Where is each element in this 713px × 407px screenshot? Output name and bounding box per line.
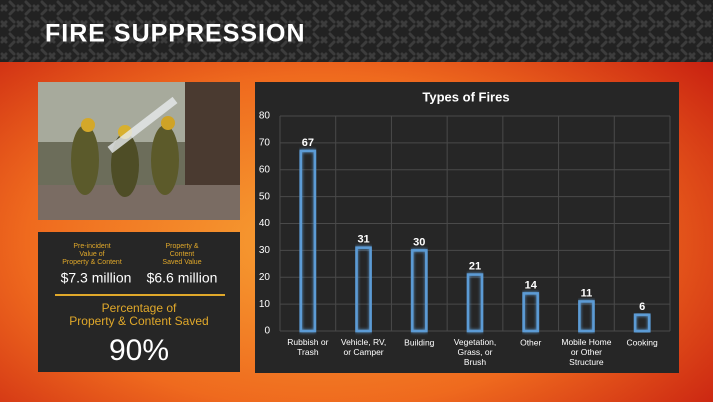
x-tick-label: Rubbish or Trash <box>287 337 328 357</box>
header-band <box>0 0 713 62</box>
y-tick-label: 30 <box>259 245 271 256</box>
y-tick-label: 20 <box>259 272 271 283</box>
y-tick-label: 0 <box>264 326 270 337</box>
bar <box>411 249 428 333</box>
data-label: 21 <box>469 260 481 272</box>
y-tick-label: 70 <box>259 138 271 149</box>
stat-label: Property & Content Saved Value <box>162 243 201 266</box>
y-tick-label: 60 <box>259 164 271 175</box>
data-label: 30 <box>413 236 425 248</box>
bar <box>578 300 595 333</box>
y-tick-label: 10 <box>259 299 271 310</box>
stat-label: Pre-incident Value of Property & Content <box>62 243 122 266</box>
bar <box>355 246 372 333</box>
bar <box>466 273 484 333</box>
x-tick-label: Cooking <box>627 337 658 347</box>
stat-value: $6.6 million <box>147 270 218 286</box>
percent-value: 90% <box>109 334 169 367</box>
x-tick-label: Vegetation, Grass, or Brush <box>454 337 497 367</box>
stats-panel <box>38 232 240 372</box>
x-tick-label: Mobile Home or Other Structure <box>561 337 611 367</box>
bar <box>522 292 539 333</box>
photo <box>38 82 240 220</box>
data-label: 6 <box>639 301 645 313</box>
x-tick-label: Building <box>404 337 435 347</box>
bar <box>633 313 651 333</box>
data-label: 11 <box>581 287 593 299</box>
percent-label: Percentage of Property & Content Saved <box>69 301 208 328</box>
y-tick-label: 40 <box>259 218 271 229</box>
bar <box>299 149 317 333</box>
y-tick-label: 50 <box>259 191 271 202</box>
chart-title: Types of Fires <box>422 89 509 104</box>
stat-value: $7.3 million <box>61 270 132 286</box>
y-tick-label: 80 <box>259 111 271 122</box>
slide-title: FIRE SUPPRESSION <box>45 20 306 48</box>
data-label: 67 <box>302 137 314 149</box>
x-tick-label: Other <box>520 337 541 347</box>
x-tick-label: Vehicle, RV, or Camper <box>341 337 386 357</box>
data-label: 31 <box>357 234 369 246</box>
data-label: 14 <box>525 279 538 291</box>
